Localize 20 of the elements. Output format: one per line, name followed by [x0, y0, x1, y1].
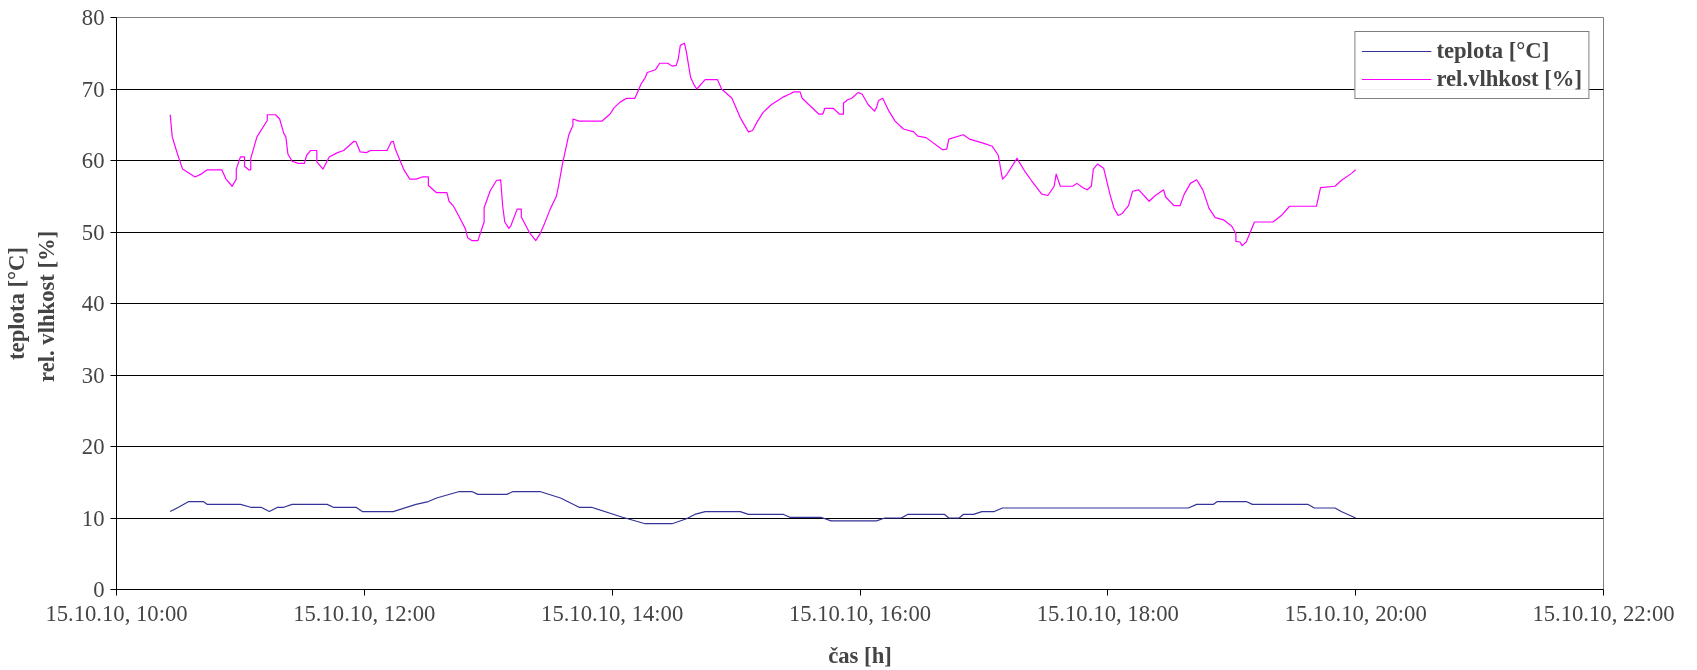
y-tick-label: 30 [81, 362, 105, 388]
x-axis-title: čas [h] [828, 642, 892, 668]
y-tick-label: 40 [81, 291, 105, 316]
x-tick-label: 15.10.10, 12:00 [293, 600, 436, 626]
x-tick-label: 15.10.10, 18:00 [1036, 600, 1179, 626]
x-tick-label: 15.10.10, 20:00 [1284, 600, 1427, 626]
y-tick-label: 80 [81, 5, 105, 30]
y-tick-label: 0 [93, 577, 105, 602]
x-tick-label: 15.10.10, 16:00 [788, 600, 932, 626]
x-tick-label: 15.10.10, 14:00 [541, 600, 684, 626]
y-tick-label: 20 [81, 434, 105, 459]
legend-label: teplota [°C] [1436, 38, 1550, 64]
legend-label: rel.vlhkost [%] [1436, 66, 1582, 92]
y-tick-label: 70 [81, 76, 105, 102]
x-tick-label: 15.10.10, 10:00 [45, 600, 188, 626]
y-axis-title: teplota [°C] rel. vlhkost [%] [3, 230, 59, 382]
y-tick-label: 60 [81, 148, 105, 173]
y-tick-label: 10 [81, 505, 105, 531]
x-tick-label: 15.10.10, 22:00 [1532, 600, 1675, 626]
y-tick-label: 50 [81, 219, 105, 245]
